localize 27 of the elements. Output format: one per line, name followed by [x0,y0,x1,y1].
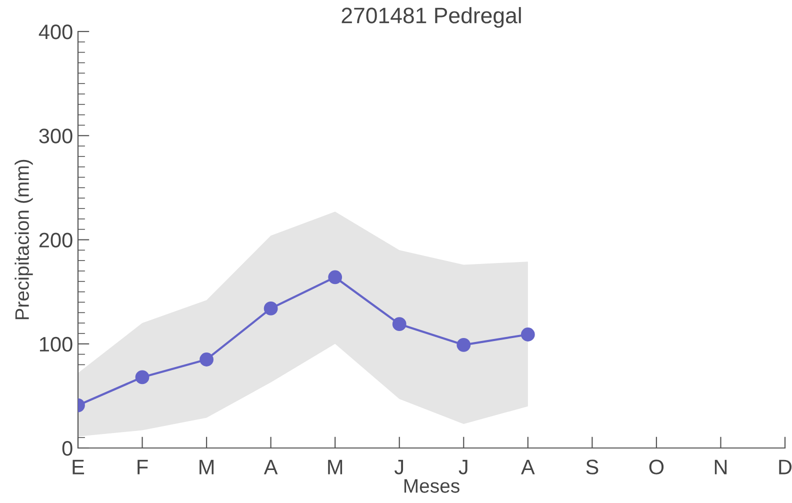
y-tick-label: 300 [39,128,72,144]
x-tick-label: M [200,460,214,474]
x-axis-title: Meses [404,479,460,493]
point [328,270,342,284]
y-tick-label: 0 [62,441,72,456]
x-tick-label: S [586,460,598,474]
x-tick-label: A [264,460,278,474]
x-tick-label: J [458,460,468,474]
point [135,370,150,384]
x-tick-label: F [138,460,148,474]
y-tick-label: 100 [40,336,72,352]
point [520,328,535,342]
point [200,352,214,366]
point [264,302,278,316]
x-tick-label: M [328,460,342,474]
y-axis-title: Precipitacion (mm) [14,160,33,320]
x-tick-label: N [714,460,727,474]
y-tick-label: 400 [38,24,72,40]
chart-title: 2701481 Pedregal [342,7,521,28]
point [456,338,471,352]
x-tick-label: J [394,460,404,474]
point [392,317,406,332]
x-tick-label: O [649,460,664,474]
x-tick-label: E [72,460,84,474]
x-tick-label: A [521,460,535,474]
x-tick-label: D [779,460,792,474]
y-tick-label: 200 [39,232,72,248]
